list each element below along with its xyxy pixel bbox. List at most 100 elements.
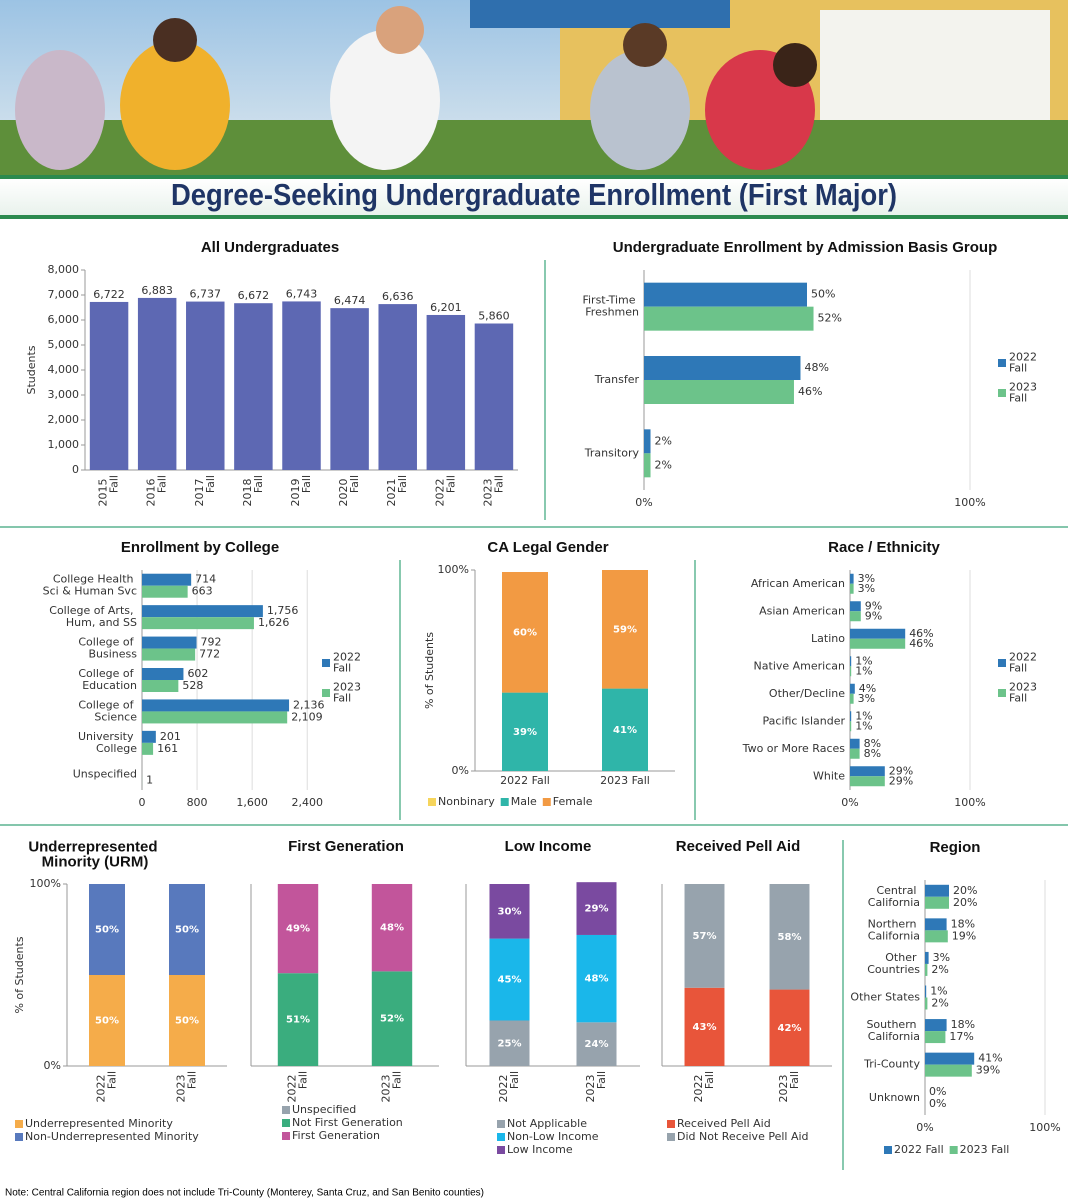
- legend-label: Female: [553, 795, 593, 808]
- category-label: Other States: [850, 991, 920, 1004]
- legend-swatch: [497, 1146, 505, 1154]
- category-label: Transitory: [584, 446, 640, 459]
- value-label: 45%: [498, 975, 522, 986]
- y-tick-label: 1,000: [48, 438, 80, 451]
- x-tick-label: 100%: [954, 496, 985, 509]
- legend-swatch: [428, 798, 436, 806]
- value-label: 161: [157, 742, 178, 755]
- bar: [186, 301, 225, 470]
- value-label: 2%: [655, 434, 672, 447]
- bar: [850, 748, 860, 759]
- category-label: Northern California: [868, 917, 920, 942]
- bar-segment: [769, 989, 810, 1066]
- category-label: Central California: [868, 884, 920, 909]
- category-label: Asian American: [759, 604, 845, 617]
- bar: [142, 742, 154, 755]
- value-label: 29%: [889, 764, 913, 777]
- value-label: 59%: [613, 624, 637, 635]
- bar: [925, 930, 948, 943]
- value-label: 41%: [613, 725, 637, 736]
- value-label: 58%: [778, 932, 802, 943]
- value-label: 30%: [498, 906, 522, 917]
- value-label: 1%: [855, 654, 872, 667]
- value-label: 50%: [95, 1016, 119, 1027]
- bar: [850, 738, 860, 749]
- legend-label: 2023 Fall: [333, 681, 365, 705]
- category-label: Southern California: [866, 1018, 920, 1043]
- bar: [644, 282, 807, 307]
- legend-swatch: [282, 1106, 290, 1114]
- legend-swatch: [998, 389, 1006, 397]
- chart-title: Race / Ethnicity: [828, 539, 940, 556]
- bar-segment: [371, 884, 413, 972]
- value-label: 0%: [929, 1085, 946, 1098]
- value-label: 50%: [811, 288, 835, 301]
- value-label: 3%: [858, 692, 875, 705]
- bar: [142, 730, 156, 743]
- chart-title: CA Legal Gender: [487, 539, 608, 556]
- value-label: 3%: [933, 951, 950, 964]
- value-label: 2,136: [293, 698, 325, 711]
- y-tick-label: 4,000: [48, 363, 80, 376]
- value-label: 6,722: [93, 288, 125, 301]
- legend-swatch: [667, 1133, 675, 1141]
- value-label: 48%: [380, 923, 404, 934]
- legend-label: Not First Generation: [292, 1116, 403, 1129]
- chart-title: First Generation: [288, 838, 404, 855]
- x-tick-label: 0%: [841, 796, 858, 809]
- value-label: 1,626: [258, 616, 290, 629]
- bar-segment: [277, 884, 319, 974]
- x-tick-label: 2023 Fall: [175, 1071, 199, 1103]
- value-label: 1,756: [267, 604, 299, 617]
- header-photo: [0, 0, 1068, 175]
- value-label: 29%: [585, 904, 609, 915]
- value-label: 1%: [930, 985, 947, 998]
- value-label: 25%: [498, 1038, 522, 1049]
- x-tick-label: 2018 Fall: [241, 475, 265, 507]
- bar: [426, 314, 466, 470]
- legend-label: Non-Low Income: [507, 1130, 599, 1143]
- legend-label: Did Not Receive Pell Aid: [677, 1130, 809, 1143]
- y-axis-label: Students: [25, 345, 38, 394]
- x-tick-label: 2022 Fall: [497, 1071, 521, 1103]
- chart-title: Underrepresented Minority (URM): [28, 838, 161, 870]
- header-rule: [0, 215, 1068, 219]
- category-label: College Health Sci & Human Svc: [43, 573, 137, 598]
- bar: [925, 918, 947, 931]
- value-label: 29%: [889, 774, 913, 787]
- value-label: 42%: [778, 1023, 802, 1034]
- x-tick-label: 2020 Fall: [337, 475, 361, 507]
- legend-label: Underrepresented Minority: [25, 1117, 173, 1130]
- value-label: 48%: [804, 361, 828, 374]
- bar: [850, 766, 885, 777]
- bar-segment: [89, 884, 125, 975]
- bar: [378, 304, 417, 470]
- legend-label: Non-Underrepresented Minority: [25, 1130, 199, 1143]
- legend-swatch: [282, 1132, 290, 1140]
- value-label: 50%: [175, 925, 199, 936]
- x-tick-label: 0%: [916, 1121, 933, 1134]
- bar: [142, 711, 288, 724]
- bar: [282, 301, 321, 470]
- bar: [925, 963, 928, 976]
- bar: [850, 666, 852, 677]
- bar: [850, 583, 854, 594]
- header-rule: [0, 175, 1068, 179]
- bar: [925, 1019, 947, 1032]
- x-tick-label: 800: [187, 796, 208, 809]
- x-tick-label: 2023 Fall: [600, 774, 650, 787]
- value-label: 52%: [380, 1014, 404, 1025]
- value-label: 792: [201, 636, 222, 649]
- value-label: 6,737: [190, 288, 222, 301]
- value-label: 6,883: [141, 284, 173, 297]
- value-label: 6,743: [286, 287, 318, 300]
- category-label: Transfer: [594, 373, 640, 386]
- legend-swatch: [542, 798, 551, 806]
- chart-title: All Undergraduates: [201, 239, 339, 256]
- category-label: College of Science: [78, 698, 137, 723]
- value-label: 18%: [951, 917, 975, 930]
- legend-label: Nonbinary: [438, 795, 495, 808]
- legend-label: 2022 Fall: [1009, 651, 1041, 675]
- bar: [925, 1064, 972, 1077]
- bar-segment: [502, 572, 548, 693]
